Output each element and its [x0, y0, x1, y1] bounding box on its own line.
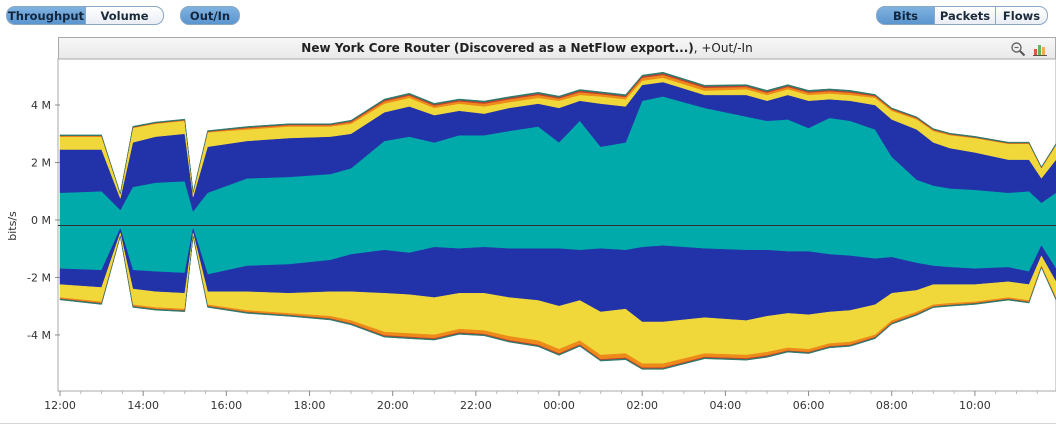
y-tick-label: 0 M — [31, 214, 51, 227]
chart-header: New York Core Router (Discovered as a Ne… — [58, 37, 1056, 59]
chart-title: New York Core Router (Discovered as a Ne… — [59, 41, 995, 55]
x-tick-label: 22:00 — [460, 399, 492, 412]
chart-options-icon[interactable] — [1032, 41, 1048, 57]
x-tick-label: 14:00 — [127, 399, 159, 412]
throughput-button[interactable]: Throughput — [6, 6, 86, 25]
x-tick-label: 08:00 — [876, 399, 908, 412]
direction-toggle-group: Out/In — [180, 6, 240, 25]
packets-button[interactable]: Packets — [935, 6, 996, 25]
mode-toggle-group: Throughput Volume — [6, 6, 164, 25]
flows-button[interactable]: Flows — [996, 6, 1048, 25]
x-tick-label: 02:00 — [626, 399, 658, 412]
y-tick-label: 2 M — [31, 156, 51, 169]
x-tick-label: 10:00 — [959, 399, 991, 412]
x-tick-label: 00:00 — [543, 399, 575, 412]
bits-button[interactable]: Bits — [876, 6, 935, 25]
x-tick-label: 20:00 — [377, 399, 409, 412]
out-in-button[interactable]: Out/In — [180, 6, 240, 25]
y-tick-label: -2 M — [27, 271, 51, 284]
x-tick-label: 18:00 — [294, 399, 326, 412]
y-tick-label: 4 M — [31, 99, 51, 112]
inbound-series-6 — [59, 236, 1056, 370]
x-tick-label: 06:00 — [793, 399, 825, 412]
y-axis-label: bits/s — [6, 211, 19, 241]
unit-toggle-group: Bits Packets Flows — [876, 6, 1048, 25]
outbound-series-6 — [59, 71, 1056, 194]
x-tick-label: 16:00 — [210, 399, 242, 412]
y-tick-label: -4 M — [27, 329, 51, 342]
chart-title-device: New York Core Router (Discovered as a Ne… — [301, 41, 694, 55]
x-tick-label: 12:00 — [44, 399, 76, 412]
zoom-reset-icon[interactable] — [1010, 41, 1026, 57]
x-tick-label: 04:00 — [710, 399, 742, 412]
footer-divider — [0, 423, 1056, 424]
chart-title-suffix: , +Out/-In — [693, 41, 753, 55]
volume-button[interactable]: Volume — [86, 6, 164, 25]
